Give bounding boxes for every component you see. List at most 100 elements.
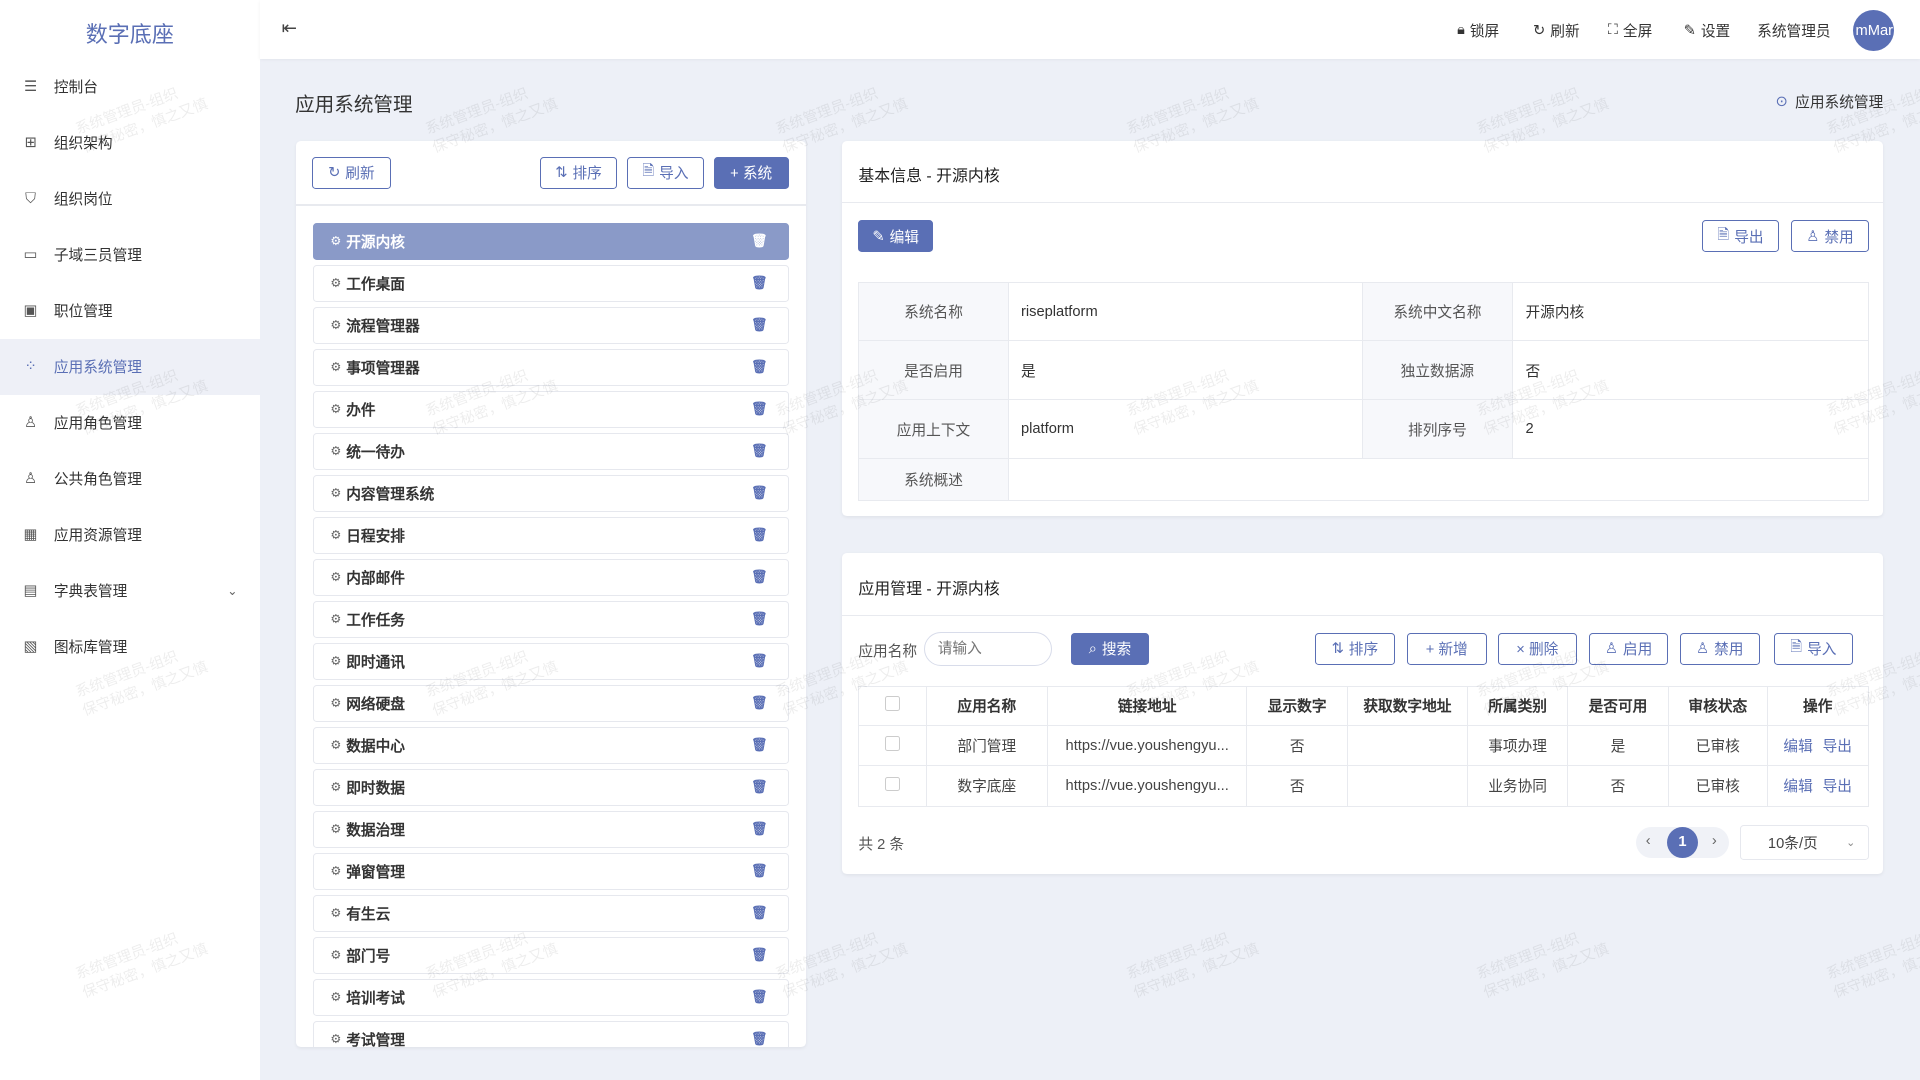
sidebar-item[interactable]: ▧ 图标库管理 (0, 618, 260, 674)
settings-button[interactable]: ✎ 设置 (1684, 20, 1731, 41)
column-header[interactable]: 所属类别 (1466, 685, 1569, 726)
system-list-item[interactable]: ⚙ 部门号 🗑︎ (313, 936, 789, 974)
refresh-button[interactable]: ↻ 刷新 (1533, 20, 1580, 41)
system-list-item[interactable]: ⚙ 数据中心 🗑︎ (313, 726, 789, 764)
column-header[interactable]: 获取数字地址 (1346, 685, 1468, 726)
trash-icon[interactable]: 🗑︎ (750, 821, 768, 837)
trash-icon[interactable]: 🗑︎ (750, 401, 768, 417)
fullscreen-button[interactable]: ⛶ 全屏 (1608, 20, 1653, 41)
system-list-item[interactable]: ⚙ 内容管理系统 🗑︎ (313, 474, 789, 512)
row-checkbox[interactable] (858, 765, 927, 807)
chevron-down-icon[interactable]: ⌄ (227, 583, 238, 598)
sidebar-item[interactable]: ☰ 控制台 (0, 59, 260, 115)
edit-link[interactable]: 编辑 (1783, 779, 1813, 796)
system-list-item[interactable]: ⚙ 日程安排 🗑︎ (313, 516, 789, 554)
export-button[interactable]: 🗎︎ 导出 (1702, 220, 1780, 253)
system-list-item[interactable]: ⚙ 内部邮件 🗑︎ (313, 558, 789, 596)
search-button[interactable]: ⌕ 搜索 (1071, 633, 1149, 665)
system-list-item[interactable]: ⚙ 有生云 🗑︎ (313, 894, 789, 932)
trash-icon[interactable]: 🗑︎ (750, 611, 768, 627)
trash-icon[interactable]: 🗑︎ (750, 989, 768, 1005)
order-value: 2 (1512, 399, 1869, 459)
user-menu[interactable]: 系统管理员 (1757, 20, 1830, 41)
prev-page-icon[interactable]: ‹ (1645, 832, 1651, 849)
edit-icon: ✎ (872, 228, 885, 245)
next-page-icon[interactable]: › (1711, 832, 1717, 849)
app-name-search-input[interactable] (924, 631, 1052, 667)
sidebar-item[interactable]: ▣ 职位管理 (0, 283, 260, 339)
system-list-item[interactable]: ⚙ 数据治理 🗑︎ (313, 810, 789, 848)
trash-icon[interactable]: 🗑︎ (750, 569, 768, 585)
sidebar-item[interactable]: ⛉ 组织岗位 (0, 171, 260, 227)
trash-icon[interactable]: 🗑︎ (750, 233, 768, 249)
page-1-button[interactable]: 1 (1666, 826, 1699, 859)
add-app-button[interactable]: + 新增 (1406, 633, 1487, 665)
edit-button[interactable]: ✎ 编辑 (858, 220, 934, 253)
column-header[interactable]: 应用名称 (925, 685, 1048, 726)
system-list-item[interactable]: ⚙ 考试管理 🗑︎ (313, 1020, 789, 1047)
column-header[interactable]: 显示数字 (1246, 685, 1348, 726)
add-system-button[interactable]: + 系统 (713, 156, 789, 189)
watermark-line: 系统管理员-组织 (1824, 930, 1920, 983)
select-all-checkbox[interactable] (858, 685, 927, 726)
sidebar-item[interactable]: ▤ 字典表管理 ⌄ (0, 562, 260, 618)
trash-icon[interactable]: 🗑︎ (750, 653, 768, 669)
trash-icon[interactable]: 🗑︎ (750, 359, 768, 375)
breadcrumb-item[interactable]: 应用系统管理 (1795, 94, 1884, 111)
delete-app-button[interactable]: × 删除 (1497, 633, 1578, 665)
trash-icon[interactable]: 🗑︎ (750, 1031, 768, 1047)
avatar[interactable]: mMar (1852, 9, 1895, 52)
sort-apps-button[interactable]: ⇅ 排序 (1315, 633, 1395, 665)
trash-icon[interactable]: 🗑︎ (750, 863, 768, 879)
trash-icon[interactable]: 🗑︎ (750, 317, 768, 333)
sidebar-item[interactable]: ⁘ 应用系统管理 (0, 338, 260, 395)
sidebar-item[interactable]: ♙ 公共角色管理 (0, 450, 260, 506)
trash-icon[interactable]: 🗑︎ (750, 443, 768, 459)
system-list-item[interactable]: ⚙ 即时通讯 🗑︎ (313, 642, 789, 680)
system-list-item[interactable]: ⚙ 即时数据 🗑︎ (313, 768, 789, 806)
sidebar-item[interactable]: ▭ 子域三员管理 (0, 227, 260, 283)
system-list-item[interactable]: ⚙ 开源内核 🗑︎ (313, 222, 789, 260)
collapse-menu-icon[interactable]: ⇤ (281, 17, 297, 39)
edit-link[interactable]: 编辑 (1783, 739, 1813, 756)
table-row[interactable]: 数字底座 https://vue.youshengyu... 否 业务协同 否 … (858, 765, 1869, 807)
sidebar-item[interactable]: ♙ 应用角色管理 (0, 395, 260, 451)
trash-icon[interactable]: 🗑︎ (750, 485, 768, 501)
system-list-item[interactable]: ⚙ 网络硬盘 🗑︎ (313, 684, 789, 722)
export-link[interactable]: 导出 (1822, 739, 1852, 756)
trash-icon[interactable]: 🗑︎ (750, 779, 768, 795)
row-checkbox[interactable] (858, 724, 927, 767)
column-header[interactable]: 是否可用 (1567, 685, 1669, 726)
sort-button[interactable]: ⇅ 排序 (539, 156, 618, 189)
page-size-select[interactable]: 10条/页 ⌄ (1739, 825, 1869, 860)
import-app-button[interactable]: 🗎︎ 导入 (1774, 633, 1853, 665)
system-list-item[interactable]: ⚙ 工作桌面 🗑︎ (313, 264, 789, 302)
table-row[interactable]: 部门管理 https://vue.youshengyu... 否 事项办理 是 … (858, 724, 1869, 767)
column-header[interactable]: 审核状态 (1667, 685, 1768, 726)
lock-screen-button[interactable]: 🔒︎ 锁屏 (1457, 20, 1499, 41)
trash-icon[interactable]: 🗑︎ (750, 275, 768, 291)
import-button[interactable]: 🗎︎ 导入 (626, 156, 705, 189)
column-header[interactable]: 链接地址 (1046, 685, 1248, 726)
enable-app-button[interactable]: ♙ 启用 (1589, 633, 1668, 665)
sidebar-item[interactable]: ▦ 应用资源管理 (0, 506, 260, 562)
system-list-item[interactable]: ⚙ 统一待办 🗑︎ (313, 432, 789, 470)
gear-icon: ⚙ (330, 570, 342, 585)
system-list-item[interactable]: ⚙ 流程管理器 🗑︎ (313, 306, 789, 344)
system-list-item[interactable]: ⚙ 弹窗管理 🗑︎ (313, 852, 789, 890)
refresh-list-button[interactable]: ↻ 刷新 (312, 156, 391, 189)
image-icon: ▧ (23, 639, 38, 655)
system-list-item[interactable]: ⚙ 工作任务 🗑︎ (313, 600, 789, 638)
system-list-item[interactable]: ⚙ 事项管理器 🗑︎ (313, 348, 789, 386)
trash-icon[interactable]: 🗑︎ (750, 527, 768, 543)
trash-icon[interactable]: 🗑︎ (750, 947, 768, 963)
trash-icon[interactable]: 🗑︎ (750, 695, 768, 711)
disable-app-button[interactable]: ♙ 禁用 (1679, 633, 1760, 665)
export-link[interactable]: 导出 (1822, 779, 1852, 796)
system-list-item[interactable]: ⚙ 培训考试 🗑︎ (313, 978, 789, 1016)
disable-button[interactable]: ♙ 禁用 (1791, 220, 1869, 253)
sidebar-item[interactable]: ⊞ 组织架构 (0, 115, 260, 171)
system-list-item[interactable]: ⚙ 办件 🗑︎ (313, 390, 789, 428)
trash-icon[interactable]: 🗑︎ (750, 905, 768, 921)
trash-icon[interactable]: 🗑︎ (750, 737, 768, 753)
